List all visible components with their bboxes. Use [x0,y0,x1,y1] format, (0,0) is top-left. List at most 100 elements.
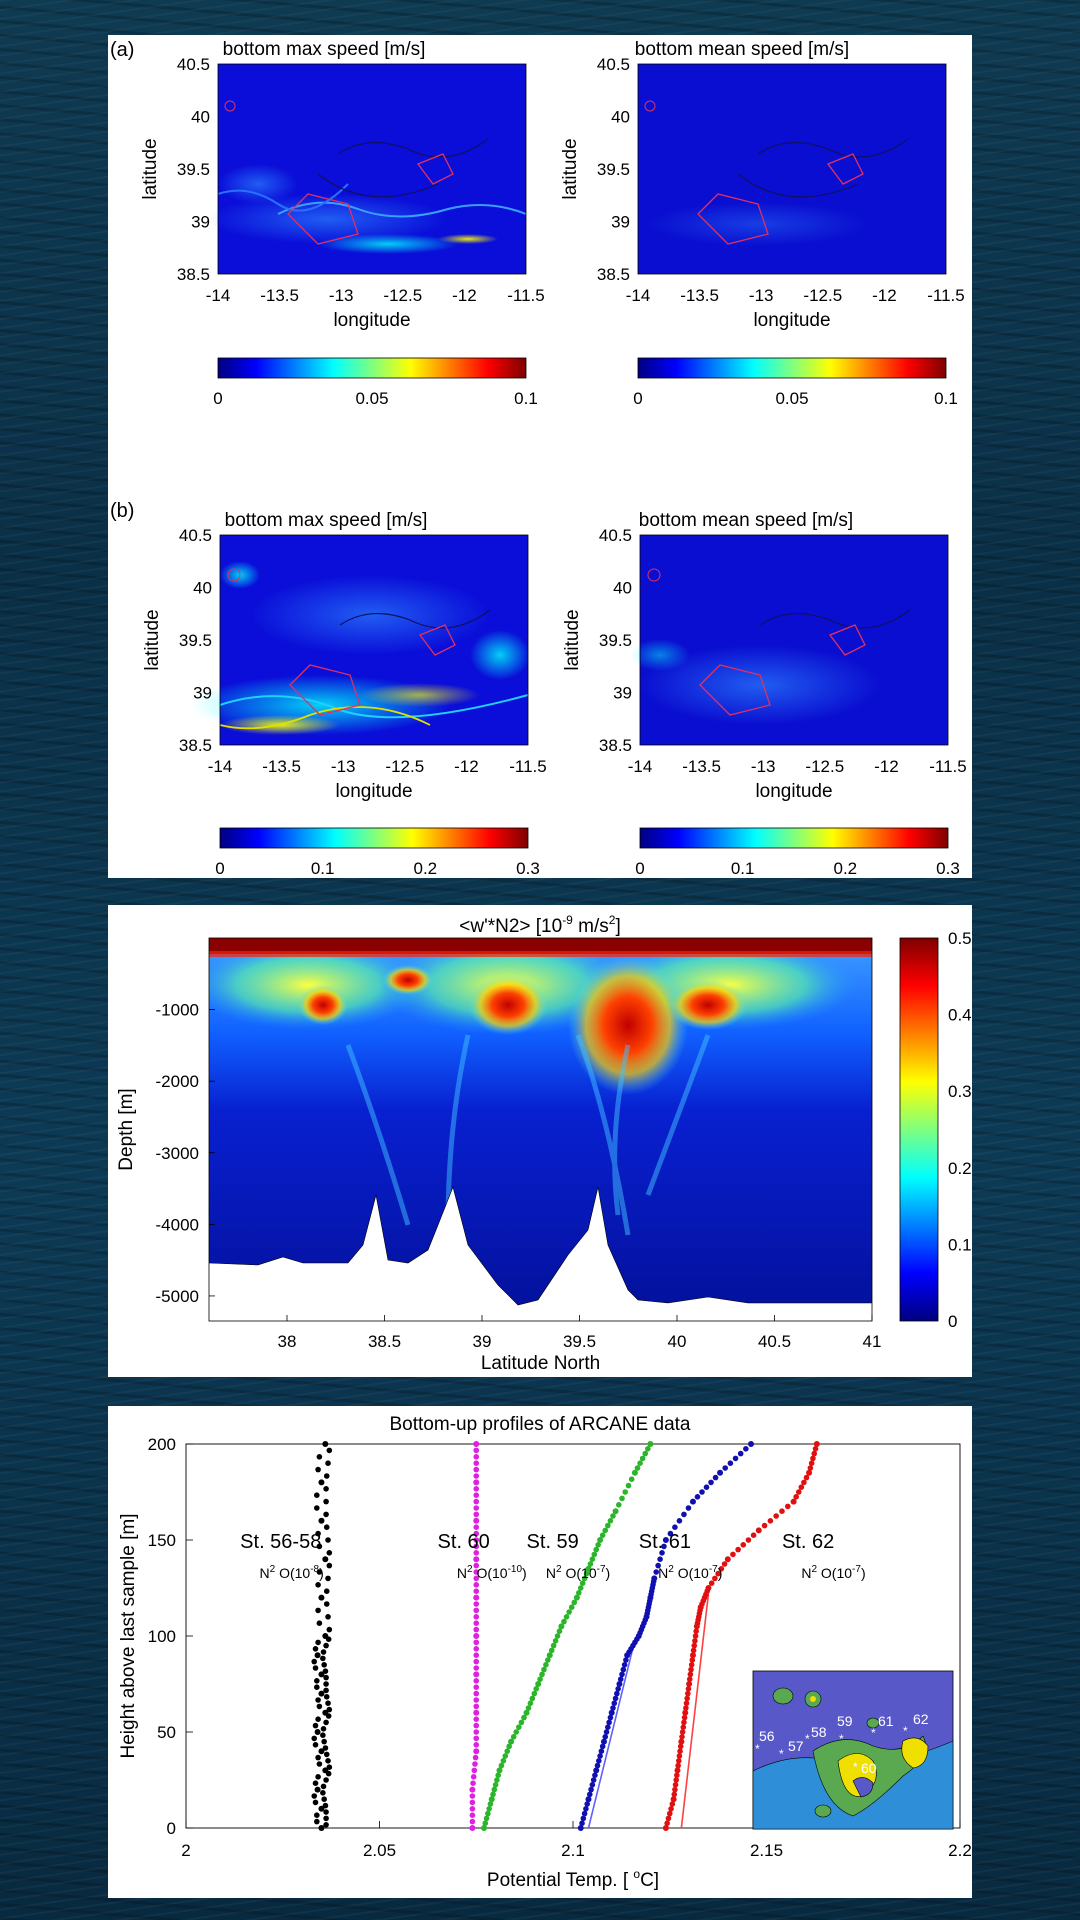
point [469,1799,476,1806]
point [323,1601,330,1607]
profiles-xlabel: Potential Temp. [ oC] [487,1867,659,1891]
colorbar-a-right [637,357,947,379]
point [473,1665,480,1671]
point [472,1761,478,1767]
point [472,1754,479,1761]
point [637,1460,643,1466]
point [602,1527,609,1534]
point [469,1812,476,1818]
point [473,1742,480,1748]
point [473,1524,480,1530]
point [326,1562,333,1569]
point [556,1628,563,1634]
point [645,1446,651,1452]
point [473,1498,480,1505]
profiles-ylabel: Height above last sample [m] [118,1513,139,1758]
point [639,1455,646,1462]
point [473,1709,480,1716]
xtick-b-left: -13.5 [262,757,301,776]
point [779,1508,785,1514]
point [323,1486,329,1492]
point [708,1580,715,1586]
profiles-ytick: 200 [148,1435,176,1454]
point [727,1460,734,1466]
point [621,1662,628,1668]
point [314,1505,320,1511]
point [599,1743,606,1750]
point [535,1681,542,1687]
point [614,1690,620,1697]
point [318,1825,325,1831]
series-1 [469,1441,480,1831]
point [485,1810,491,1817]
point [703,1484,710,1490]
xtick-b-right: -11.5 [929,757,967,776]
ytick-b-right: 38.5 [599,736,632,755]
inset-station-58: 58 [811,1724,827,1740]
ytick-a-right: 40.5 [597,55,630,74]
wn2-ytick: -2000 [156,1072,199,1091]
xtick-a-right: -13 [749,286,774,305]
xtick-b-right: -14 [628,757,653,776]
point [597,1537,604,1543]
point [750,1532,757,1538]
point [314,1492,320,1498]
map-b-left [190,535,530,745]
point [318,1671,325,1678]
xtick-a-right: -12.5 [803,286,842,305]
map-title-a-left: bottom max speed [m/s] [223,39,426,60]
point [594,1762,601,1769]
point [617,1676,624,1682]
series-2 [480,1441,654,1831]
point [561,1618,567,1625]
point [473,1652,480,1658]
station-n2-4: N2 O(10-7) [801,1564,865,1581]
point [523,1709,530,1716]
point [314,1678,320,1684]
point [715,1570,721,1577]
point [801,1479,807,1486]
point [721,1561,728,1567]
xtick-a-left: -13.5 [260,286,299,305]
point [581,1575,588,1582]
point [546,1652,553,1659]
point [473,1530,480,1537]
point [606,1719,612,1726]
point [616,1681,623,1687]
point [708,1479,714,1486]
point [610,1513,616,1519]
point [686,1676,693,1682]
profiles-xtick: 2.05 [363,1841,396,1860]
point [473,1601,480,1607]
point [724,1556,731,1563]
wn2-cbar-tick: 0.5 [948,929,972,948]
point [810,1455,816,1462]
svg-text:*: * [903,1724,908,1738]
ylabel-a-left: latitude [140,138,161,199]
point [537,1676,543,1682]
point [473,1473,480,1479]
point [325,1460,331,1466]
profiles-ytick: 0 [167,1819,176,1838]
point [611,1700,618,1706]
point [631,1469,638,1476]
point [325,1575,331,1582]
point [679,1729,686,1735]
point [312,1665,319,1671]
point [510,1734,517,1740]
point [318,1805,325,1812]
point [595,1542,601,1548]
point [318,1517,325,1524]
point [593,1767,600,1774]
point [599,1532,606,1538]
point [712,1575,718,1582]
point [488,1796,495,1803]
wn2-cbar-tick: 0.1 [948,1235,972,1254]
point [593,1546,600,1553]
point [314,1684,320,1690]
wn2-xtick: 41 [863,1332,882,1351]
point [745,1537,752,1543]
point [683,1705,689,1711]
point [318,1748,325,1755]
point [316,1703,323,1710]
